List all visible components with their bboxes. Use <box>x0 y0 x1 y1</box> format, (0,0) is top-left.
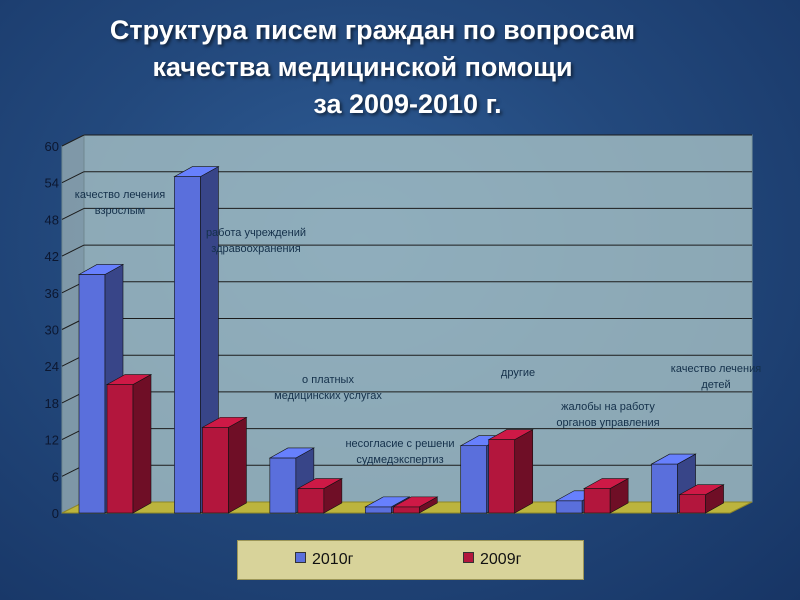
y-tick-label: 54 <box>45 176 59 191</box>
y-tick-label: 30 <box>45 323 59 338</box>
legend-swatch-2010 <box>295 552 306 563</box>
y-tick-label: 18 <box>45 396 59 411</box>
bar-2009-6-top <box>582 478 630 489</box>
bar-2009-2 <box>202 427 229 514</box>
bar-2010-6 <box>555 500 583 514</box>
bar-2010-3 <box>269 457 297 514</box>
bar-2010-3-top <box>268 447 316 459</box>
bar-2009-2-side <box>228 416 247 514</box>
y-tick-label: 42 <box>45 249 59 264</box>
gridline-side <box>61 244 85 257</box>
bar-2009-4 <box>392 506 420 514</box>
bar-2010-5 <box>460 445 488 514</box>
category-label: качество лечения взрослым <box>75 189 165 217</box>
bar-2009-6 <box>583 488 611 514</box>
bar-2009-5 <box>488 439 516 514</box>
category-label: другие <box>501 367 535 379</box>
bar-2009-4-top <box>392 496 439 508</box>
bar-2009-7 <box>679 494 706 514</box>
category-label: работа учреждений здравоохранения <box>206 227 306 255</box>
bar-2009-1 <box>106 384 134 514</box>
chart-legend: 2010г 2009г <box>237 540 584 580</box>
category-label: несогласие с решени судмедэкспертиз <box>345 438 454 466</box>
chart-title: Структура писем граждан по вопросам каче… <box>30 12 770 123</box>
bar-2010-4 <box>364 506 392 514</box>
y-tick-label: 60 <box>45 139 59 154</box>
legend-item-2010: 2010г <box>295 551 353 569</box>
legend-label-2010: 2010г <box>312 551 354 568</box>
bar-2010-2-top <box>173 166 220 177</box>
gridline-side <box>61 171 85 184</box>
bar-2010-7-top <box>650 453 697 465</box>
bar-2009-1-side <box>132 374 152 514</box>
y-tick-label: 0 <box>52 506 59 521</box>
bar-2009-5-top <box>487 429 534 440</box>
bar-2009-2-top <box>201 417 248 428</box>
bar-2009-3 <box>297 488 325 514</box>
y-tick-label: 48 <box>45 212 59 227</box>
legend-swatch-2009 <box>463 552 474 563</box>
y-tick-label: 6 <box>52 469 59 484</box>
bar-2010-2 <box>174 176 201 514</box>
gridline-side <box>61 207 85 220</box>
bar-2009-7-top <box>678 484 725 495</box>
y-tick-label: 36 <box>45 286 59 301</box>
title-line-2: качества медицинской помощи <box>152 52 573 82</box>
bar-2010-1 <box>78 274 106 514</box>
category-label: жалобы на работу органов управления <box>556 401 659 429</box>
legend-item-2009: 2009г <box>463 551 521 569</box>
bar-2009-1-top <box>105 374 153 385</box>
category-label: качество лечения детей <box>671 363 761 391</box>
y-tick-label: 24 <box>45 359 59 374</box>
bar-2010-1-top <box>77 264 125 275</box>
gridline-side <box>61 134 85 147</box>
bar-2009-3-top <box>296 478 344 489</box>
bar-2010-7 <box>651 463 678 514</box>
bar-2009-5-side <box>514 429 534 514</box>
legend-label-2009: 2009г <box>480 551 522 568</box>
bar-2010-4-top <box>364 496 411 508</box>
y-tick-label: 12 <box>45 433 59 448</box>
title-line-3: за 2009-2010 г. <box>313 89 502 119</box>
title-line-1: Структура писем граждан по вопросам <box>109 15 636 45</box>
category-label: о платных медицинских услугах <box>274 374 382 402</box>
